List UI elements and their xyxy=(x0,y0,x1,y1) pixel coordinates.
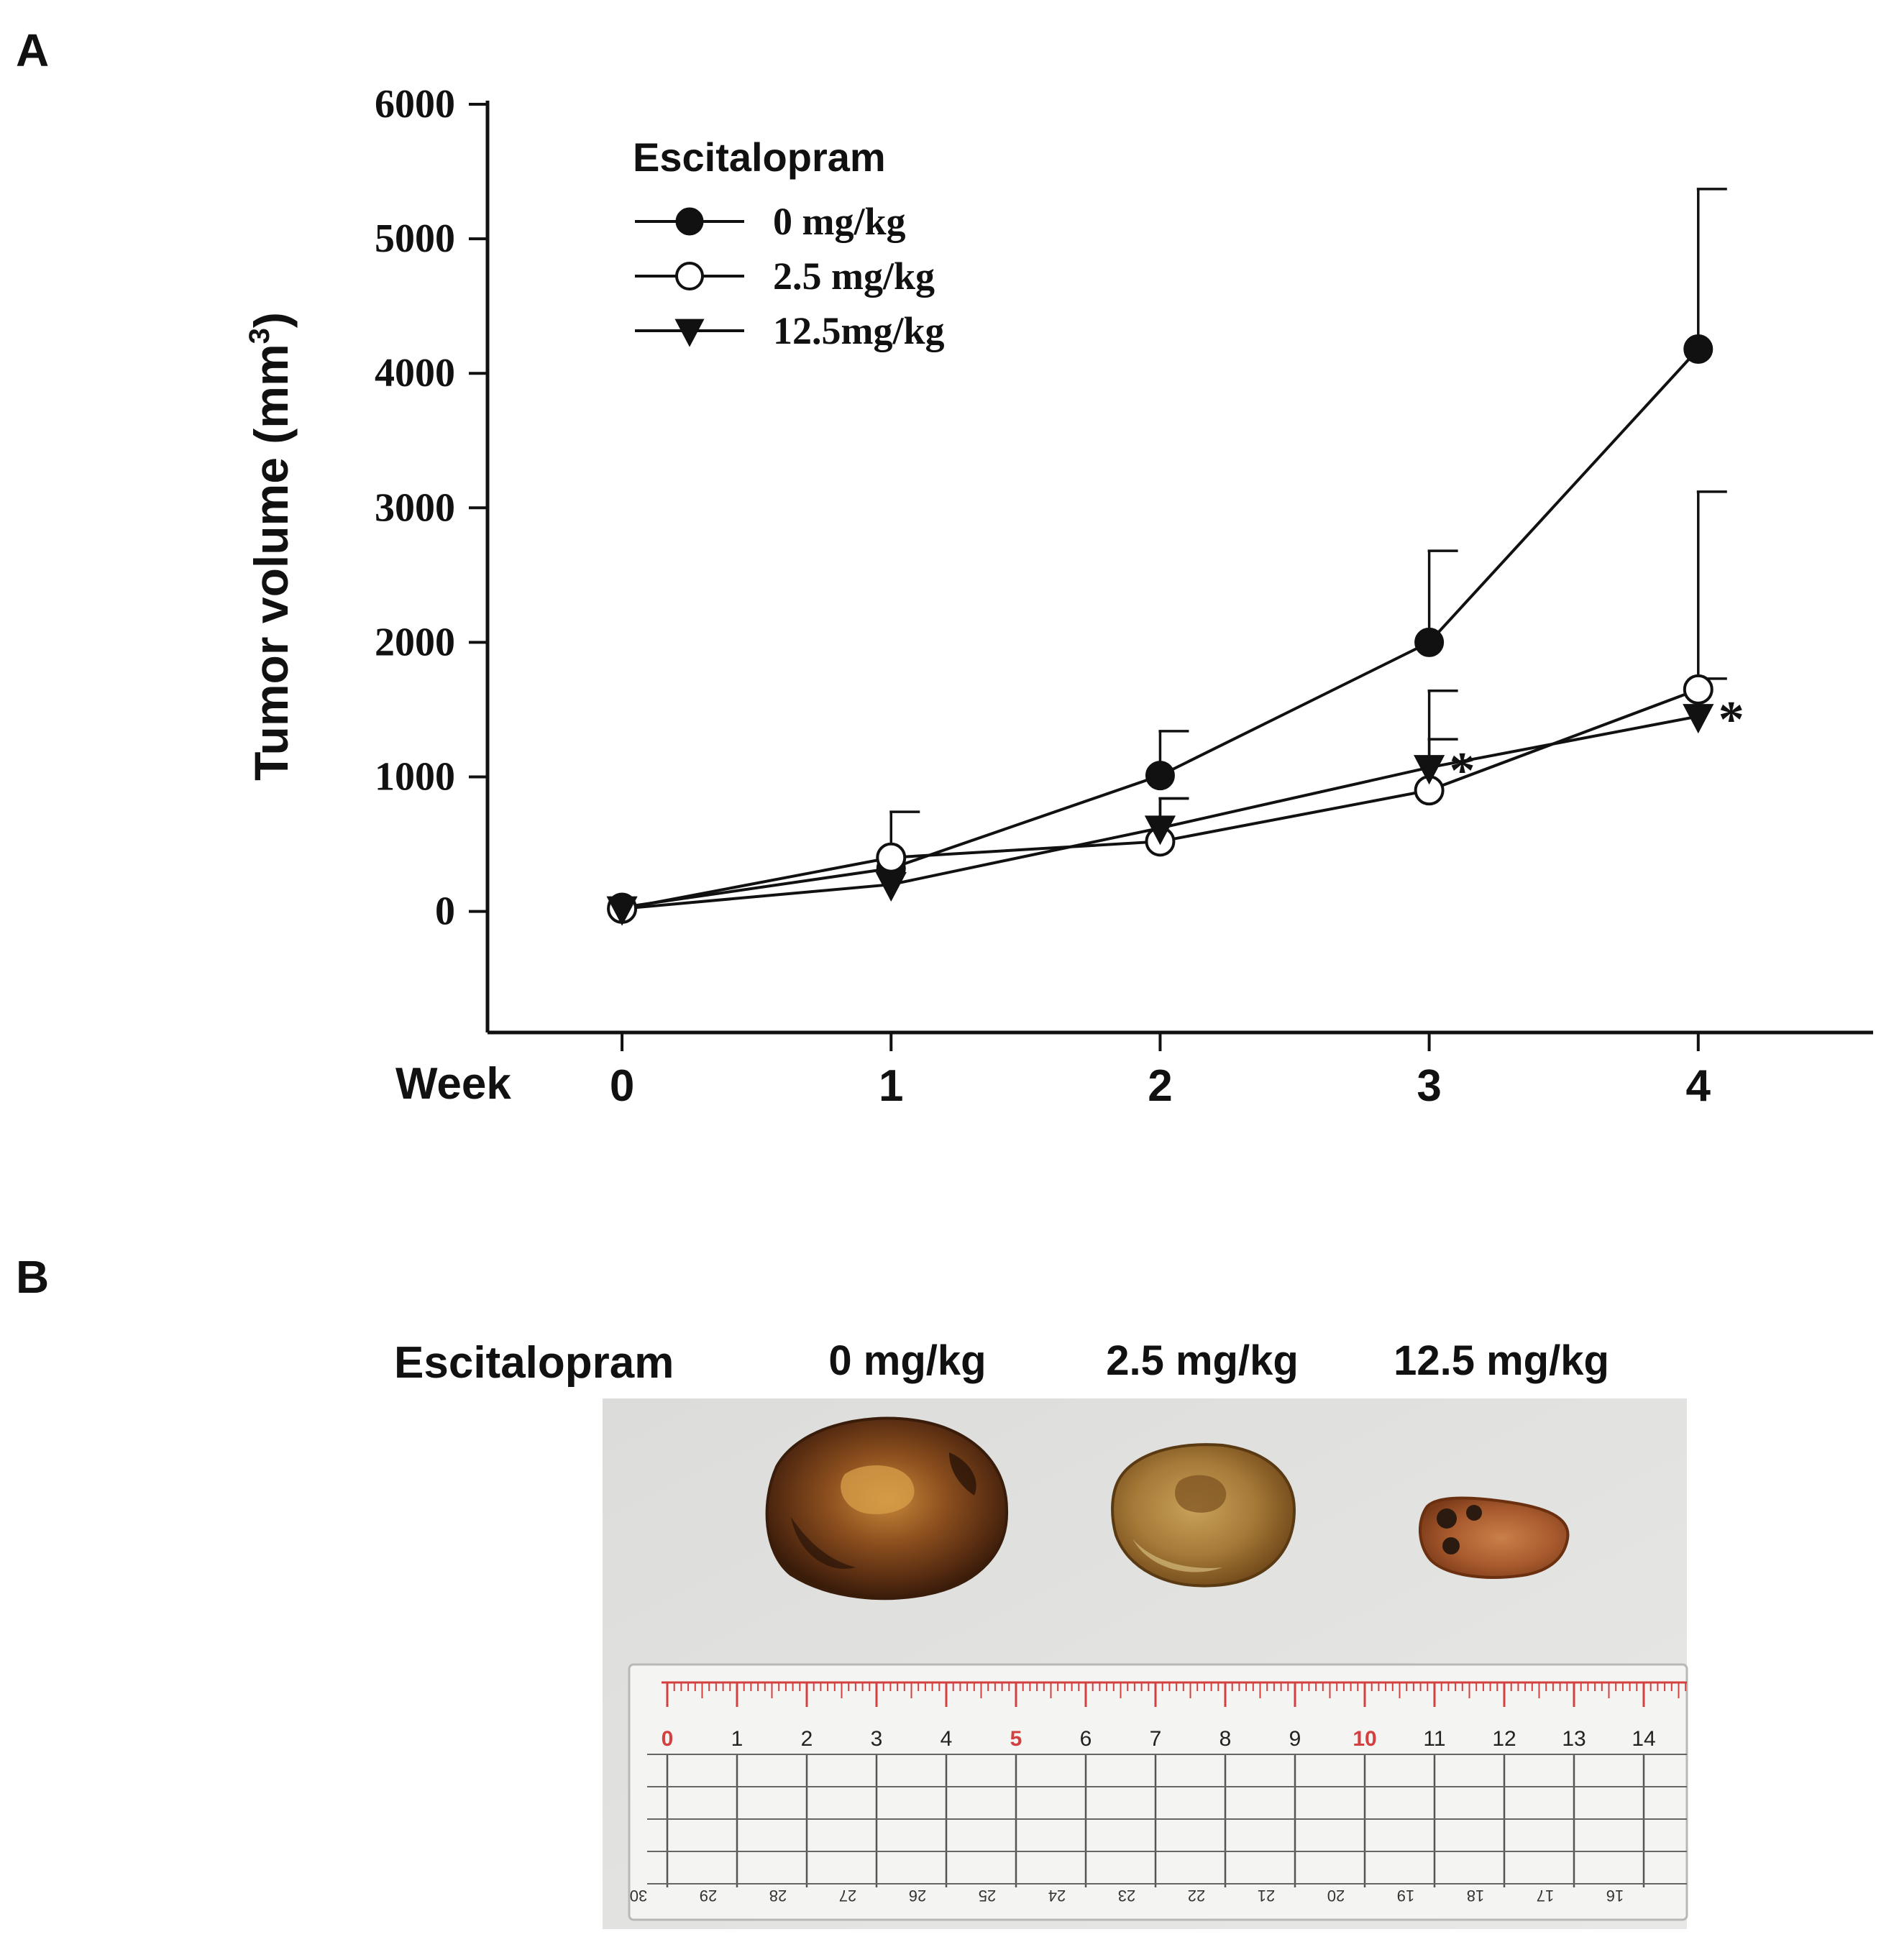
marker-s2-0 xyxy=(606,896,638,926)
y-tick-label-1: 1000 xyxy=(375,755,455,800)
y-axis-label-close: ) xyxy=(244,312,298,328)
ruler-bottom-number-8: 22 xyxy=(1188,1887,1205,1905)
ruler-top-number-13: 13 xyxy=(1562,1727,1585,1751)
ruler-top-number-14: 14 xyxy=(1632,1727,1655,1751)
tumor-12-5mg xyxy=(1419,1496,1570,1579)
ruler: 0 1 2 3 4 5 6 7 8 9 10 11 12 13 14 30 29 28 27 26 25 24 23 22 2… xyxy=(628,1663,1688,1921)
ruler-top-number-12: 12 xyxy=(1492,1727,1516,1751)
ruler-bottom-number-7: 23 xyxy=(1118,1887,1135,1905)
x-tick-label-1: 1 xyxy=(879,1061,903,1111)
legend-entry-1: 2.5 mg/kg xyxy=(773,255,935,298)
error-bars xyxy=(889,188,1727,869)
marker-s2-3 xyxy=(1414,755,1445,785)
marker-s0-3 xyxy=(1414,627,1445,657)
legend-marker-2 xyxy=(674,319,705,347)
photo-group-label-0: 0 mg/kg xyxy=(828,1337,986,1384)
y-axis-label-superscript: 3 xyxy=(244,328,275,344)
marker-s2-1 xyxy=(875,871,907,902)
legend-marker-0 xyxy=(675,207,704,236)
ruler-bottom-number-2: 28 xyxy=(769,1887,787,1905)
ruler-bottom-number-13: 17 xyxy=(1537,1887,1554,1905)
marker-s2-4 xyxy=(1683,704,1714,734)
marker-s1-4 xyxy=(1683,674,1713,705)
ruler-bottom-number-9: 21 xyxy=(1258,1887,1275,1905)
significance-star-0: * xyxy=(1450,741,1475,799)
ruler-top-number-9: 9 xyxy=(1289,1727,1301,1751)
ruler-top-number-1: 1 xyxy=(731,1727,743,1751)
y-tick-label-4: 4000 xyxy=(375,351,455,395)
y-axis-label: Tumor volume (mm3) xyxy=(244,312,298,781)
tumor-2-5mg xyxy=(1111,1443,1296,1588)
ruler-bottom-number-1: 29 xyxy=(700,1887,717,1905)
x-tick-label-0: 0 xyxy=(610,1061,634,1111)
ruler-top-number-11: 11 xyxy=(1423,1727,1445,1751)
y-tick-label-0: 0 xyxy=(435,889,455,934)
tumor-0mg xyxy=(765,1416,1009,1600)
ruler-top-number-2: 2 xyxy=(801,1727,813,1751)
legend-title: Escitalopram xyxy=(633,134,886,180)
x-tick-label-3: 3 xyxy=(1417,1061,1441,1111)
ruler-top-number-10: 10 xyxy=(1353,1727,1376,1751)
x-tick-label-2: 2 xyxy=(1148,1061,1172,1111)
y-tick-label-6: 6000 xyxy=(375,82,455,127)
chart-legend: Escitalopram 0 mg/kg 2.5 mg/kg 12.5mg/kg xyxy=(633,134,945,352)
panel-b-label: B xyxy=(16,1251,49,1303)
photo-header-label: Escitalopram xyxy=(394,1338,674,1388)
ruler-bottom-number-4: 26 xyxy=(909,1887,926,1905)
marker-s1-1 xyxy=(876,842,907,873)
x-tick-label-4: 4 xyxy=(1686,1061,1711,1111)
y-tick-label-2: 2000 xyxy=(375,620,455,664)
ruler-top-number-6: 6 xyxy=(1080,1727,1092,1751)
series-markers xyxy=(606,334,1714,926)
y-tick-label-3: 3000 xyxy=(375,485,455,530)
ruler-top-number-4: 4 xyxy=(941,1727,953,1751)
legend-marker-1 xyxy=(675,262,704,290)
ruler-top-number-0: 0 xyxy=(662,1727,674,1751)
ruler-top-number-5: 5 xyxy=(1010,1727,1022,1751)
ruler-top-number-8: 8 xyxy=(1220,1727,1232,1751)
marker-s0-2 xyxy=(1145,761,1175,791)
photo-group-label-2: 12.5 mg/kg xyxy=(1394,1337,1609,1384)
ruler-bottom-number-10: 20 xyxy=(1327,1887,1345,1905)
chart-axes: 0 1000 2000 3000 4000 5000 6000 0 1 2 3 4 xyxy=(375,82,1873,1111)
ruler-bottom-number-0: 30 xyxy=(630,1887,647,1905)
photo-group-label-1: 2.5 mg/kg xyxy=(1106,1337,1299,1384)
ruler-bottom-number-5: 25 xyxy=(979,1887,996,1905)
ruler-bottom-number-3: 27 xyxy=(839,1887,856,1905)
x-axis-label: Week xyxy=(395,1059,511,1109)
significance-star-1: * xyxy=(1719,690,1744,748)
significance-annotations: ** xyxy=(1450,690,1744,799)
ruler-bottom-number-11: 19 xyxy=(1397,1887,1414,1905)
ruler-bottom-number-14: 16 xyxy=(1606,1887,1624,1905)
ruler-bottom-number-6: 24 xyxy=(1048,1887,1066,1905)
legend-entry-0: 0 mg/kg xyxy=(773,200,906,243)
ruler-top-number-7: 7 xyxy=(1150,1727,1162,1751)
panel-a-label: A xyxy=(16,24,49,76)
legend-entry-2: 12.5mg/kg xyxy=(773,309,945,352)
ruler-top-number-3: 3 xyxy=(871,1727,883,1751)
ruler-bottom-number-12: 18 xyxy=(1467,1887,1484,1905)
y-tick-label-5: 5000 xyxy=(375,216,455,261)
marker-s0-4 xyxy=(1683,334,1713,365)
marker-s2-2 xyxy=(1144,815,1176,846)
photo-background xyxy=(603,1398,1687,1929)
